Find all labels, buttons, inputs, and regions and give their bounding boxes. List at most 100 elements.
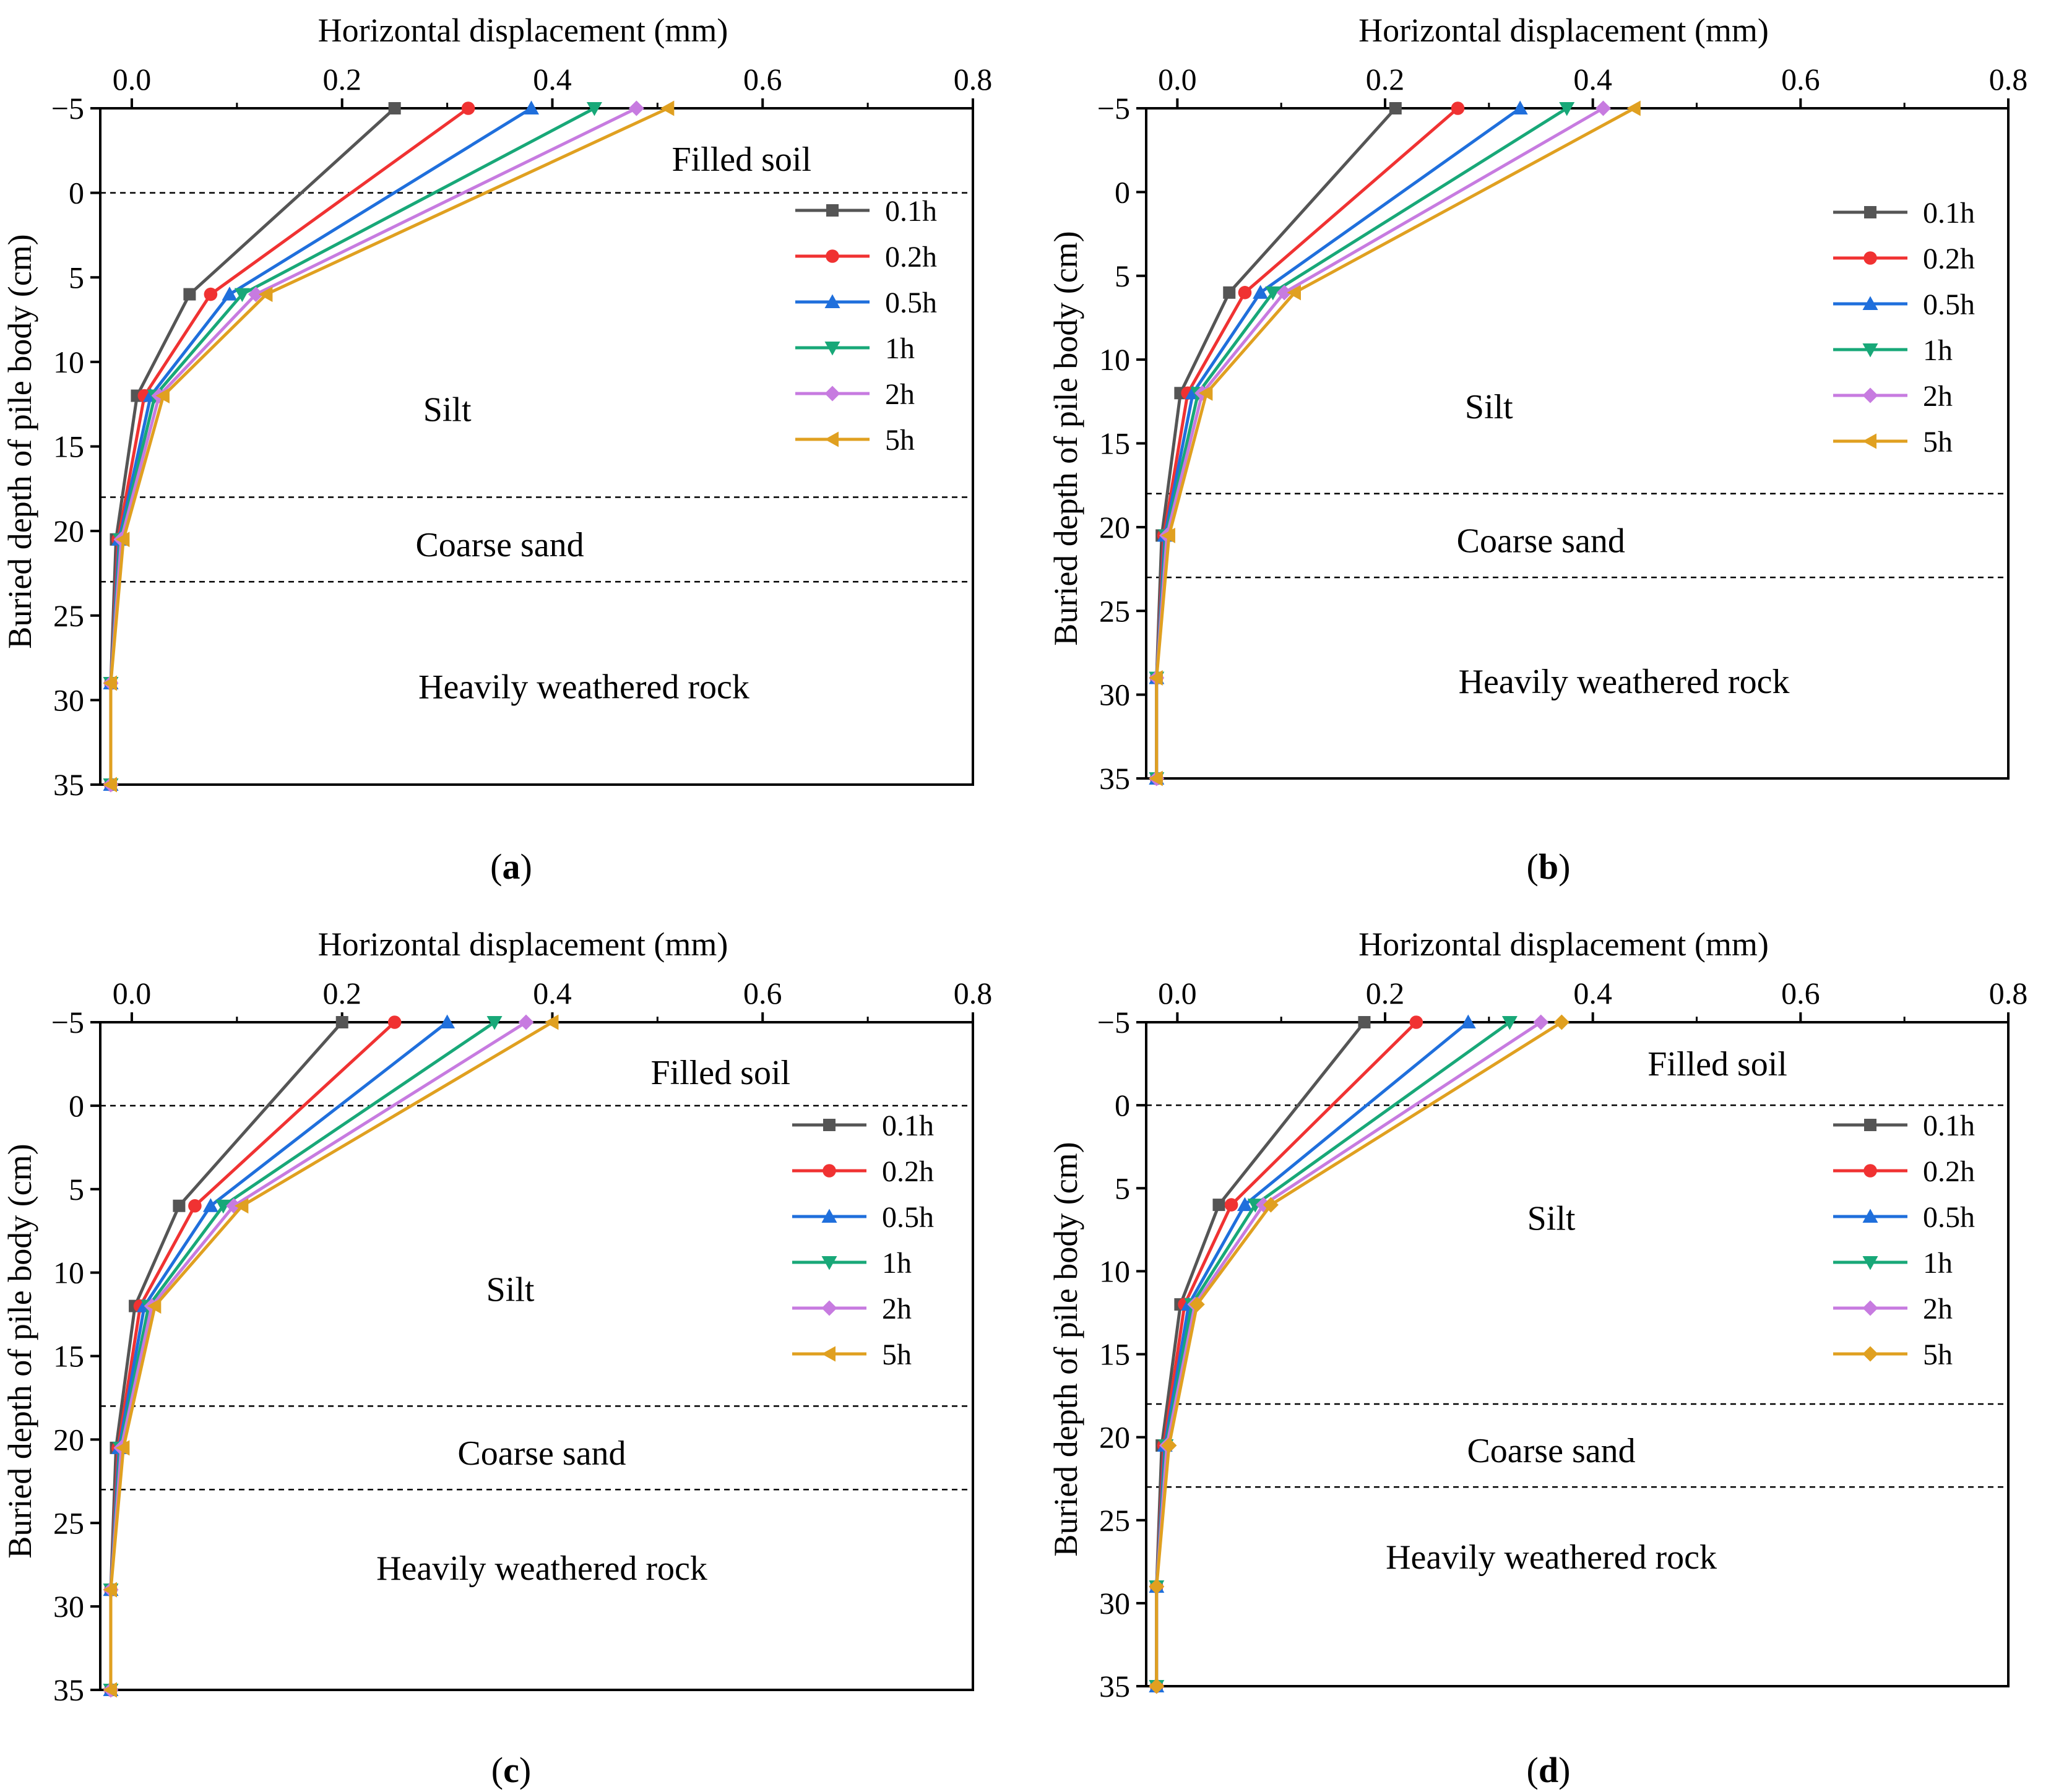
legend-marker: [1862, 296, 1878, 310]
legend-marker: [1863, 251, 1877, 265]
y-tick-label: 35: [1099, 761, 1130, 796]
x-tick-label: 0.0: [113, 62, 152, 97]
data-point-2h: [628, 100, 644, 116]
y-tick-label: 30: [53, 683, 84, 717]
data-point-0.2h: [461, 101, 475, 115]
soil-layer-label: Heavily weathered rock: [418, 668, 749, 707]
data-point-0.5h: [202, 1198, 218, 1212]
data-point-1h: [586, 102, 602, 116]
legend-marker: [826, 204, 839, 217]
data-point-2h: [1533, 1014, 1549, 1030]
legend: 0.1h 0.2h 0.5h 1h 2h 5h: [795, 195, 937, 457]
data-point-5h: [103, 675, 117, 691]
series-line-0.5h: [1155, 1021, 1469, 1686]
y-tick-label: 35: [53, 767, 84, 802]
soil-layer-label: Filled soil: [650, 1054, 790, 1092]
data-point-0.5h: [1253, 285, 1269, 299]
legend-label: 5h: [882, 1338, 912, 1371]
data-point-5h: [1263, 1197, 1279, 1213]
y-axis-title: Buried depth of pile body (cm): [1047, 1142, 1084, 1556]
data-point-0.5h: [524, 100, 540, 114]
legend-label: 2h: [1923, 380, 1953, 413]
chart-panel-d: 0.0 0.2 0.4 0.6 0.8 −5 0 5 10 15 20 25 30 35 Horizonta…: [1047, 926, 2027, 1704]
y-tick-label: −5: [1097, 1005, 1130, 1040]
x-tick-label: 0.0: [113, 976, 152, 1010]
legend-marker: [1862, 387, 1878, 403]
legend-marker: [823, 1119, 836, 1131]
y-tick-label: 15: [53, 1339, 84, 1374]
x-tick-label: 0.4: [533, 62, 572, 97]
data-point-0.2h: [387, 1015, 402, 1029]
legend-label: 0.5h: [885, 286, 937, 319]
data-point-0.1h: [1389, 102, 1402, 114]
data-point-0.2h: [1224, 1198, 1238, 1212]
panel-label: (c): [491, 1750, 531, 1790]
series-line-1h: [1155, 1020, 1511, 1686]
legend-label: 0.2h: [1923, 243, 1975, 275]
data-point-0.1h: [173, 1199, 186, 1212]
series-line-0.2h: [1155, 107, 1459, 778]
series-line-0.5h: [109, 1021, 449, 1690]
data-point-5h: [1626, 100, 1641, 116]
data-point-1h: [1559, 102, 1575, 116]
legend-label: 0.2h: [885, 241, 937, 274]
series-line-0.2h: [109, 106, 470, 785]
legend: 0.1h 0.2h 0.5h 1h 2h 5h: [792, 1109, 934, 1371]
data-point-0.2h: [1238, 286, 1252, 299]
x-tick-label: 0.4: [533, 976, 572, 1010]
data-point-0.1h: [388, 102, 401, 114]
soil-layer-label: Filled soil: [1647, 1045, 1787, 1083]
y-tick-label: 5: [69, 260, 84, 295]
legend-marker: [1862, 1256, 1878, 1270]
legend-marker: [1864, 1119, 1876, 1131]
legend-label: 1h: [1923, 334, 1953, 367]
data-point-0.1h: [1212, 1199, 1225, 1212]
x-tick-label: 0.4: [1573, 976, 1612, 1010]
data-point-0.5h: [1460, 1014, 1476, 1028]
data-point-5h: [155, 388, 170, 404]
legend-label: 0.1h: [1923, 1109, 1975, 1142]
data-point-5h: [1161, 527, 1175, 543]
data-point-0.2h: [1409, 1015, 1423, 1029]
y-tick-label: 10: [53, 1256, 84, 1290]
legend-label: 0.2h: [1923, 1155, 1975, 1188]
y-tick-label: 25: [53, 598, 84, 633]
series-line-0.1h: [109, 107, 396, 785]
y-tick-label: 35: [1099, 1669, 1130, 1704]
legend-label: 0.1h: [1923, 197, 1975, 230]
data-point-5h: [115, 532, 130, 548]
y-tick-label: −5: [51, 1005, 84, 1040]
x-tick-label: 0.4: [1573, 62, 1612, 97]
y-tick-label: 20: [1099, 510, 1130, 545]
y-tick-label: 10: [1099, 1254, 1130, 1288]
legend-label: 0.5h: [1923, 288, 1975, 321]
data-point-5h: [103, 777, 117, 793]
legend-marker: [824, 294, 840, 308]
data-point-1h: [1265, 286, 1281, 301]
legend-marker: [823, 1164, 836, 1178]
legend-label: 1h: [1923, 1247, 1953, 1280]
data-point-5h: [1189, 1296, 1205, 1312]
soil-layer-label: Heavily weathered rock: [1386, 1538, 1717, 1577]
data-point-5h: [1287, 285, 1301, 301]
legend-label: 0.1h: [882, 1109, 934, 1142]
data-point-0.5h: [222, 286, 238, 301]
data-point-5h: [1149, 1579, 1165, 1595]
x-axis-title: Horizontal displacement (mm): [1358, 12, 1769, 49]
x-axis-title: Horizontal displacement (mm): [1358, 926, 1769, 963]
x-tick-label: 0.6: [743, 62, 782, 97]
data-point-5h: [258, 286, 273, 303]
data-point-5h: [1161, 1437, 1177, 1454]
data-point-5h: [1553, 1014, 1570, 1030]
data-point-0.1h: [1223, 286, 1236, 299]
x-tick-label: 0.6: [743, 976, 782, 1010]
legend-marker: [821, 1208, 837, 1223]
y-tick-label: 30: [1099, 1586, 1130, 1621]
data-point-5h: [103, 1582, 117, 1598]
x-tick-label: 0.2: [1366, 976, 1405, 1010]
legend: 0.1h 0.2h 0.5h 1h 2h 5h: [1833, 1109, 1975, 1371]
x-tick-label: 0.0: [1158, 62, 1197, 97]
legend-marker: [824, 431, 839, 447]
x-tick-label: 0.2: [322, 62, 361, 97]
